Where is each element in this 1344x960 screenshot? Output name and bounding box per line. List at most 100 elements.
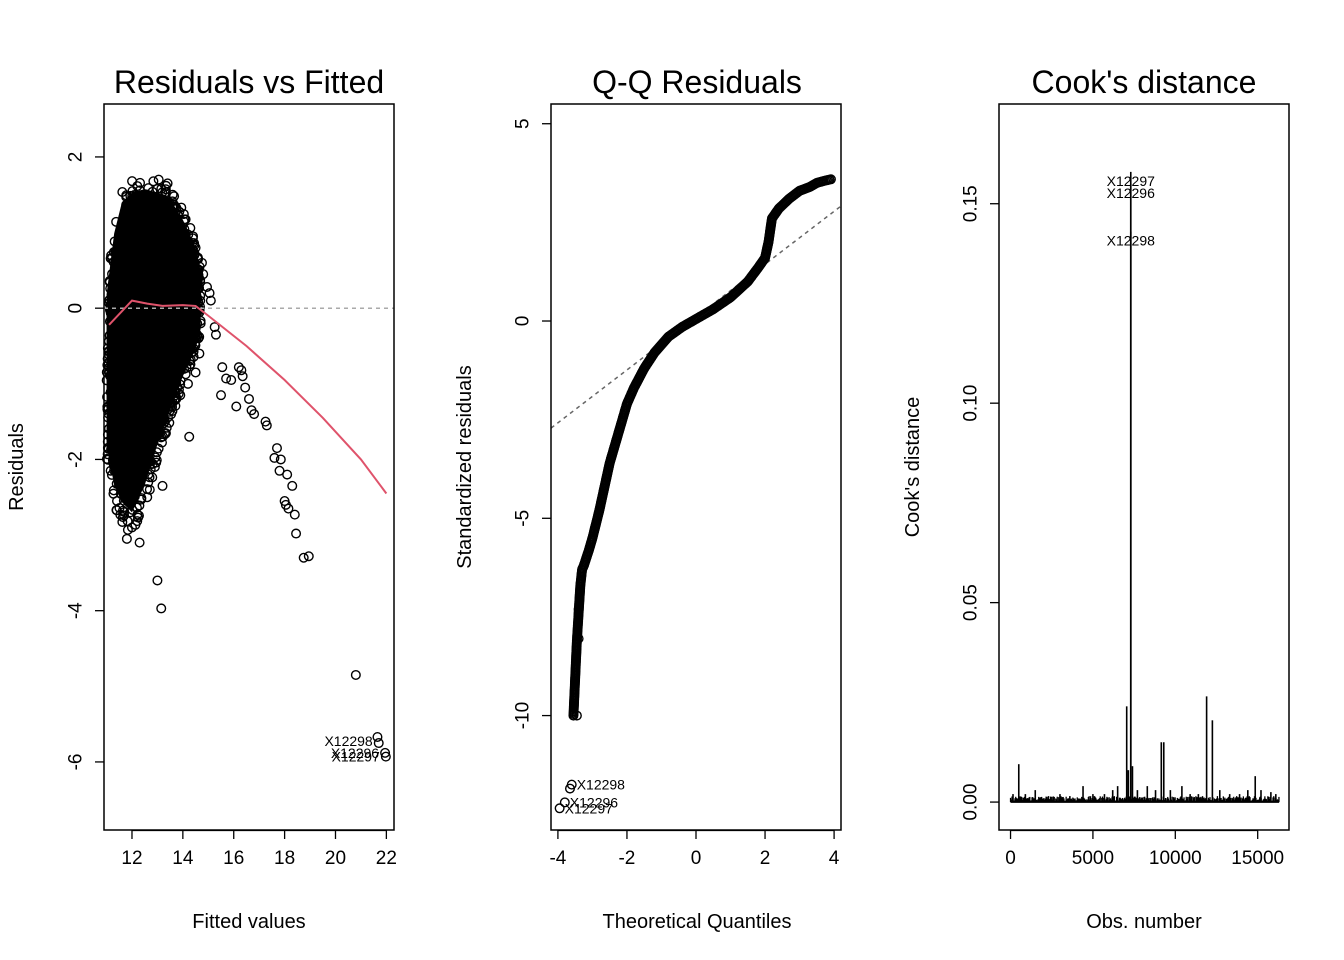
data-point bbox=[129, 424, 140, 435]
data-point bbox=[136, 405, 147, 416]
axis-ticks: 12 14 16 18 20 22 -6 -4 -2 0 2 bbox=[66, 152, 397, 869]
qq-reference-line bbox=[550, 205, 842, 429]
data-point bbox=[236, 365, 247, 376]
data-point bbox=[136, 205, 147, 216]
data-point bbox=[125, 449, 136, 460]
data-point bbox=[226, 375, 237, 386]
data-point bbox=[162, 197, 173, 208]
x-tick-label: 18 bbox=[274, 848, 295, 869]
data-point bbox=[112, 343, 123, 354]
x-tick-label: 14 bbox=[172, 848, 194, 869]
data-point bbox=[184, 431, 195, 442]
y-axis-label: Standardized residuals bbox=[454, 365, 476, 568]
reference-lines bbox=[550, 205, 842, 429]
data-point bbox=[135, 472, 146, 483]
x-tick-label: 12 bbox=[121, 848, 142, 869]
data-point bbox=[143, 397, 154, 408]
data-point bbox=[137, 337, 148, 348]
data-point bbox=[303, 551, 314, 562]
data-point bbox=[127, 329, 138, 340]
data-point bbox=[109, 465, 120, 476]
data-point bbox=[139, 310, 150, 321]
data-point bbox=[182, 378, 193, 389]
data-point bbox=[113, 467, 124, 478]
data-point bbox=[130, 253, 141, 264]
data-point bbox=[134, 412, 145, 423]
data-point bbox=[119, 334, 130, 345]
data-point bbox=[136, 467, 147, 478]
data-point bbox=[162, 337, 173, 348]
data-point bbox=[146, 222, 157, 233]
data-point bbox=[162, 178, 173, 189]
data-point bbox=[151, 360, 162, 371]
data-point bbox=[121, 371, 132, 382]
data-point bbox=[152, 296, 163, 307]
data-point bbox=[204, 288, 215, 299]
x-tick-label: 22 bbox=[376, 848, 397, 869]
data-point bbox=[186, 332, 197, 343]
data-point bbox=[139, 229, 150, 240]
data-point bbox=[105, 283, 116, 294]
y-tick-label: 2 bbox=[66, 152, 87, 163]
x-tick-label: 10000 bbox=[1149, 848, 1202, 869]
data-point bbox=[137, 378, 148, 389]
data-point bbox=[106, 250, 117, 261]
data-point bbox=[165, 292, 176, 303]
axis-ticks: -4 -2 0 2 4 -10 -5 0 5 bbox=[513, 118, 840, 869]
data-point bbox=[825, 174, 836, 185]
panel-cooks-distance: Cook's distance Obs. number Cook's dista… bbox=[902, 64, 1290, 933]
data-point bbox=[141, 247, 152, 258]
data-point bbox=[117, 219, 128, 230]
data-point bbox=[147, 434, 158, 445]
data-point bbox=[116, 337, 127, 348]
data-point bbox=[169, 329, 180, 340]
axis-ticks: 0 5000 10000 15000 0.00 0.05 0.10 0.15 bbox=[961, 185, 1285, 869]
data-point bbox=[169, 203, 180, 214]
chart-title: Cook's distance bbox=[1032, 64, 1257, 100]
data-point bbox=[114, 320, 125, 331]
data-point bbox=[180, 297, 191, 308]
data-point bbox=[152, 575, 163, 586]
x-axis-label: Obs. number bbox=[1086, 911, 1202, 933]
data-point bbox=[157, 251, 168, 262]
y-axis-label: Cook's distance bbox=[902, 397, 924, 538]
data-point bbox=[153, 344, 164, 355]
data-point bbox=[380, 751, 391, 762]
data-point bbox=[289, 509, 300, 520]
data-point bbox=[154, 326, 165, 337]
data-point bbox=[175, 379, 186, 390]
data-point bbox=[117, 516, 128, 527]
data-point bbox=[117, 187, 128, 198]
point-label: X12297 bbox=[1107, 173, 1155, 189]
data-point bbox=[122, 211, 133, 222]
data-point bbox=[112, 244, 123, 255]
point-label: X12298 bbox=[577, 777, 625, 793]
data-point bbox=[142, 492, 153, 503]
data-point bbox=[156, 372, 167, 383]
data-point bbox=[146, 386, 157, 397]
data-point bbox=[144, 212, 155, 223]
data-point bbox=[195, 318, 206, 329]
data-point bbox=[109, 395, 120, 406]
y-tick-label: -2 bbox=[66, 451, 87, 468]
data-point bbox=[171, 273, 182, 284]
data-point bbox=[123, 230, 134, 241]
data-point bbox=[131, 240, 142, 251]
data-points bbox=[121, 174, 391, 762]
data-point bbox=[151, 457, 162, 468]
data-point bbox=[116, 388, 127, 399]
data-point bbox=[167, 251, 178, 262]
data-point bbox=[287, 480, 298, 491]
data-point bbox=[108, 485, 119, 496]
data-point bbox=[114, 502, 125, 513]
x-tick-label: 16 bbox=[223, 848, 244, 869]
data-point bbox=[291, 528, 302, 539]
data-point bbox=[156, 603, 167, 614]
data-point bbox=[175, 390, 186, 401]
data-point bbox=[153, 174, 164, 185]
data-point bbox=[221, 373, 232, 384]
data-point bbox=[179, 224, 190, 235]
data-point bbox=[170, 284, 181, 295]
